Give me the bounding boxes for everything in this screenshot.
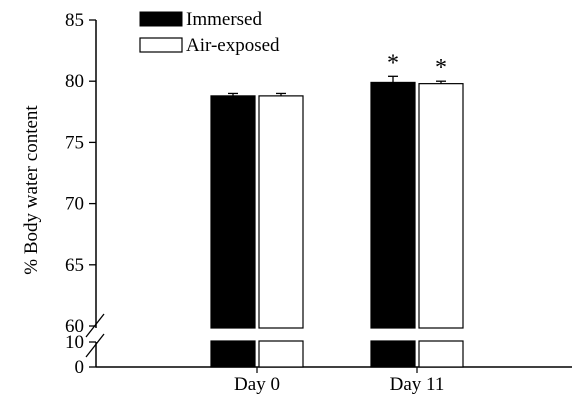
error-bar-immersed-day-0 [228,92,238,96]
x-tick-label-day-0: Day 0 [234,374,280,395]
y-tick-label-70: 70 [65,194,84,215]
legend-label-air-exposed: Air-exposed [186,35,280,56]
y-tick-label-0: 0 [75,357,85,378]
legend: Immersed Air-exposed [139,9,280,56]
y-axis-title: % Body water content [21,105,42,275]
legend-swatch-air-exposed [139,37,183,53]
legend-label-immersed: Immersed [186,9,262,30]
bar-lower-immersed-day-0 [210,340,256,368]
bar-lower-immersed-day-11 [370,340,416,368]
bar-immersed-day-0 [210,95,256,329]
y-tick-label-80: 80 [65,71,84,92]
bars: * * [210,50,464,368]
error-bar-air-exposed-day-11 [436,80,446,84]
bar-air-exposed-day-11 [418,83,464,329]
y-tick-label-65: 65 [65,255,84,276]
axis-break-marks [85,313,105,358]
x-tick-label-day-11: Day 11 [390,374,445,395]
significance-marker: * [387,50,399,76]
error-bar-air-exposed-day-0 [276,92,286,96]
y-tick-label-85: 85 [65,10,84,31]
legend-swatch-immersed [139,11,183,27]
bar-lower-air-exposed-day-11 [418,340,464,368]
bar-lower-air-exposed-day-0 [258,340,304,368]
bar-immersed-day-11 [370,81,416,329]
significance-marker: * [435,55,447,81]
y-tick-label-10: 10 [65,332,84,353]
error-bar-immersed-day-11 [388,75,398,83]
bar-air-exposed-day-0 [258,95,304,329]
y-tick-label-60: 60 [65,316,84,337]
y-tick-label-75: 75 [65,132,84,153]
